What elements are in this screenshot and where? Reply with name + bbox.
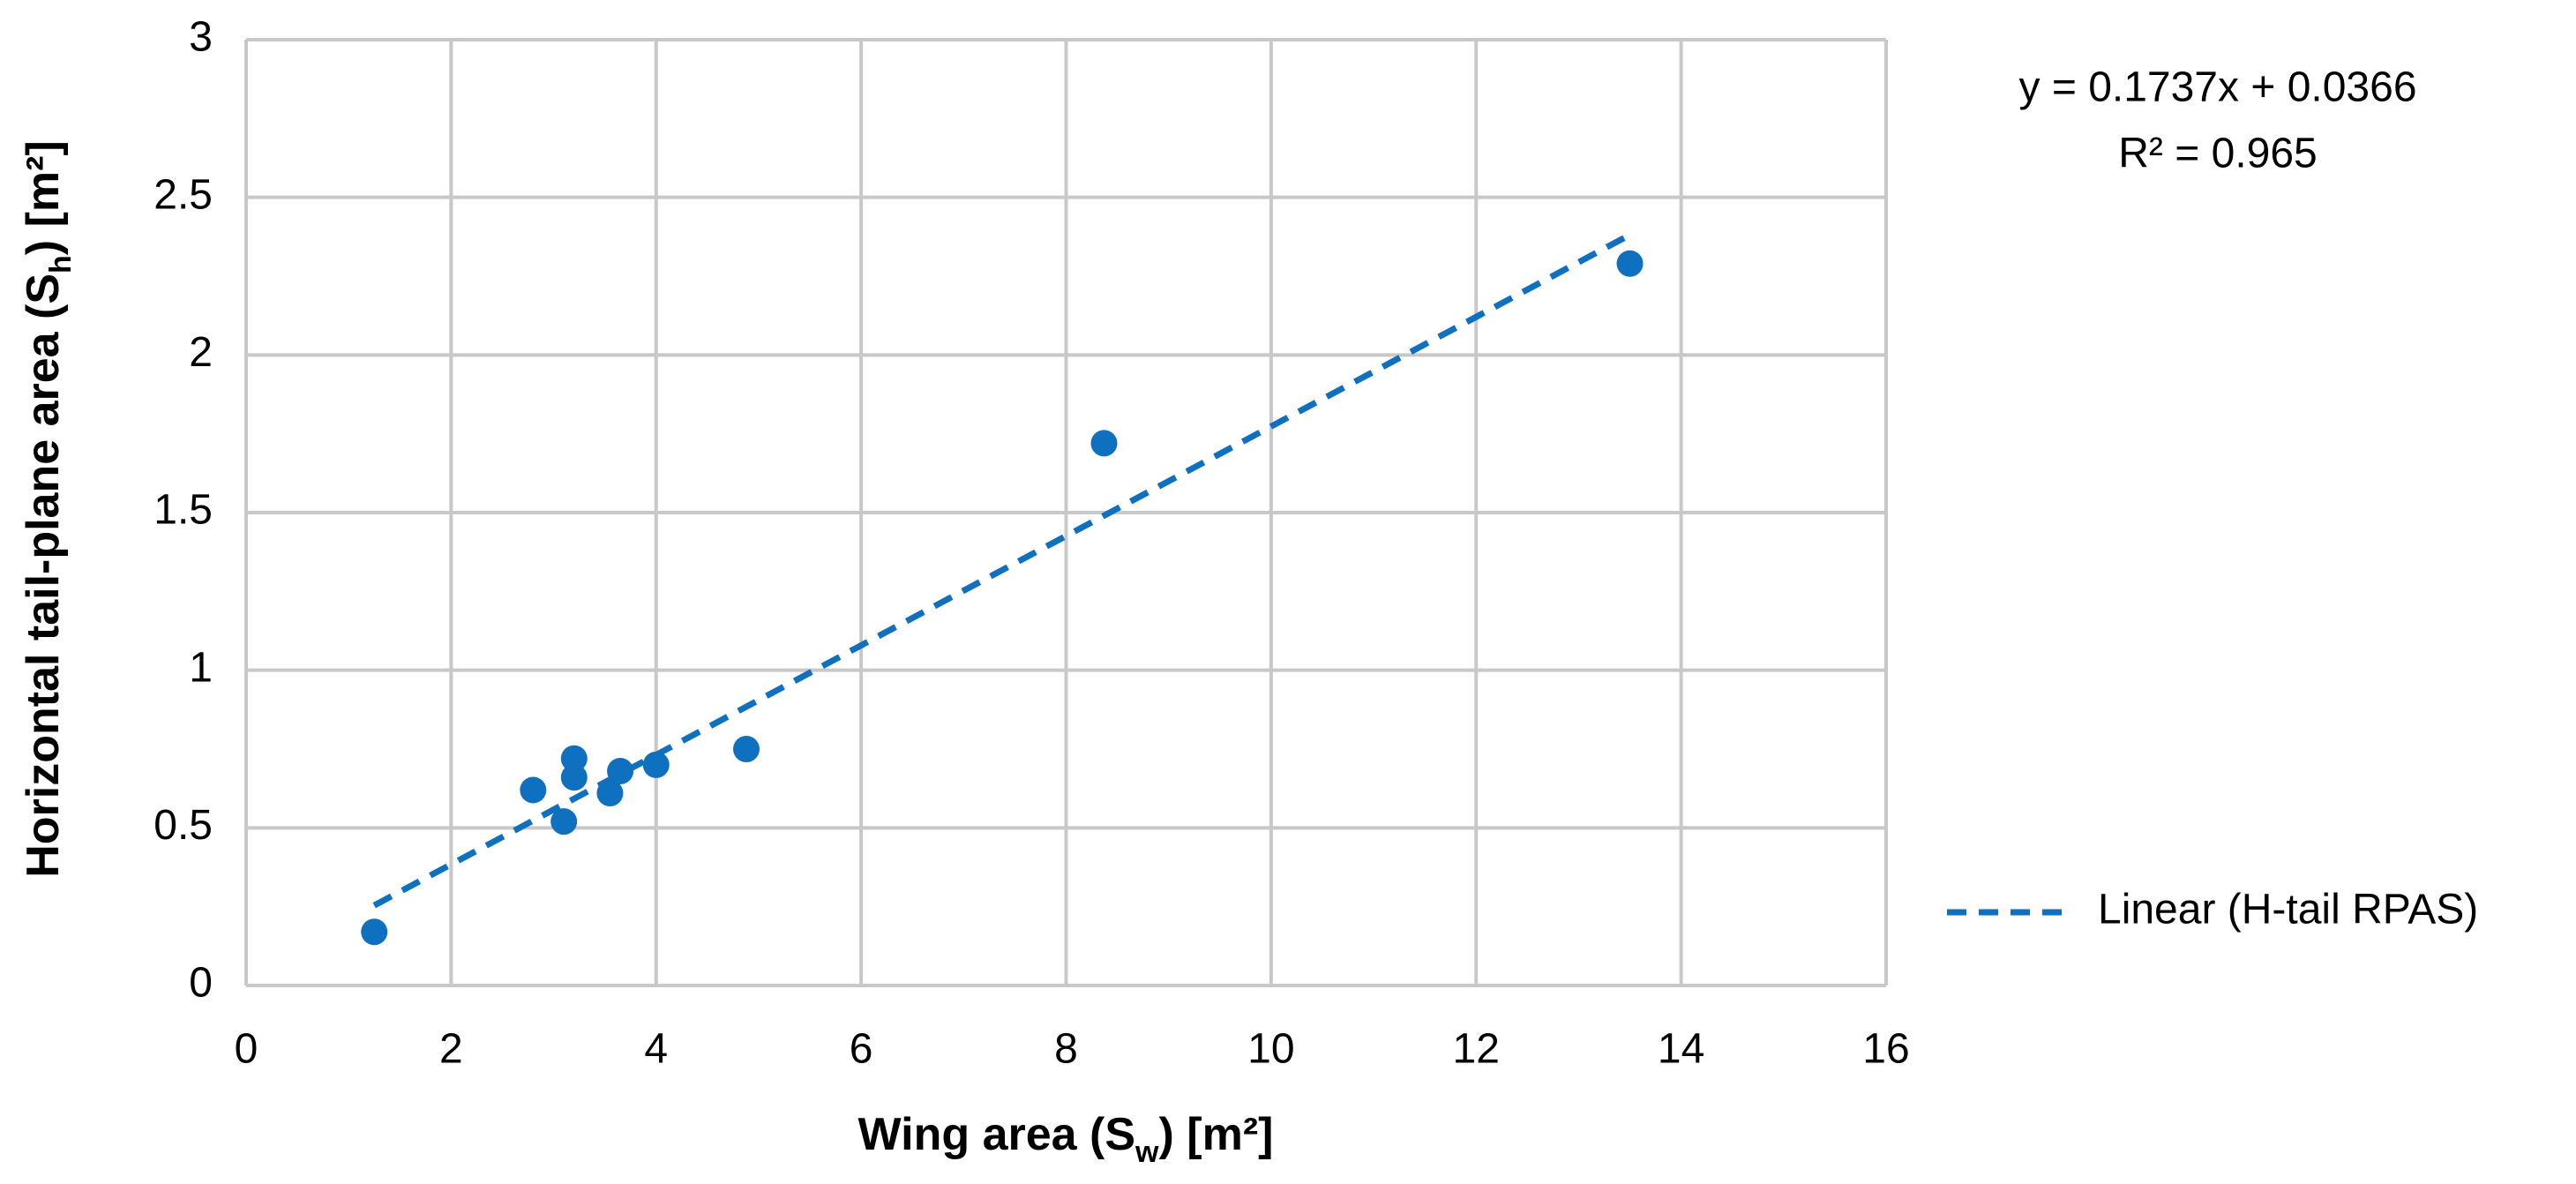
x-tick-label: 4 (644, 1026, 668, 1073)
x-tick-label: 2 (439, 1026, 463, 1073)
y_label-part: h (44, 255, 78, 274)
x-tick-label: 14 (1658, 1026, 1704, 1073)
trendline (372, 232, 1632, 909)
x-tick-label: 16 (1862, 1026, 1909, 1073)
point (560, 764, 588, 791)
point (361, 918, 388, 946)
x-tick-label: 8 (1054, 1026, 1078, 1073)
y-tick-label: 3 (189, 14, 213, 61)
point (520, 776, 547, 804)
point (642, 751, 670, 778)
y-tick-label: 0 (189, 960, 213, 1007)
point (550, 808, 578, 836)
point (596, 780, 624, 807)
x_label-part: ) [m²] (1159, 1109, 1274, 1160)
x-tick-label: 10 (1247, 1026, 1294, 1073)
y-tick-label: 1 (189, 644, 213, 691)
x_label-part: Wing area (S (858, 1109, 1136, 1160)
legend-label: Linear (H-tail RPAS) (2098, 887, 2478, 933)
point (1616, 250, 1644, 277)
y-tick-label: 2 (189, 329, 213, 376)
x-tick-label: 12 (1453, 1026, 1500, 1073)
y-axis-title: Horizontal tail-plane area (Sh) [m²] (18, 140, 78, 878)
equation: y = 0.1737x + 0.0366 (2018, 64, 2416, 111)
x_label-part: w (1134, 1135, 1159, 1169)
y-tick-label: 0.5 (154, 802, 213, 849)
r-squared: R² = 0.965 (2118, 131, 2317, 177)
y-tick-label: 2.5 (154, 171, 213, 218)
point (732, 736, 760, 762)
x-axis-title: Wing area (Sw) [m²] (858, 1109, 1274, 1169)
x-tick-label: 6 (850, 1026, 873, 1073)
x-tick-label: 0 (235, 1026, 258, 1073)
point (1090, 430, 1118, 457)
y_label-part: ) [m²] (18, 140, 69, 255)
point (560, 745, 588, 772)
y-tick-label: 1.5 (154, 487, 213, 534)
y_label-part: Horizontal tail-plane area (S (18, 274, 69, 878)
